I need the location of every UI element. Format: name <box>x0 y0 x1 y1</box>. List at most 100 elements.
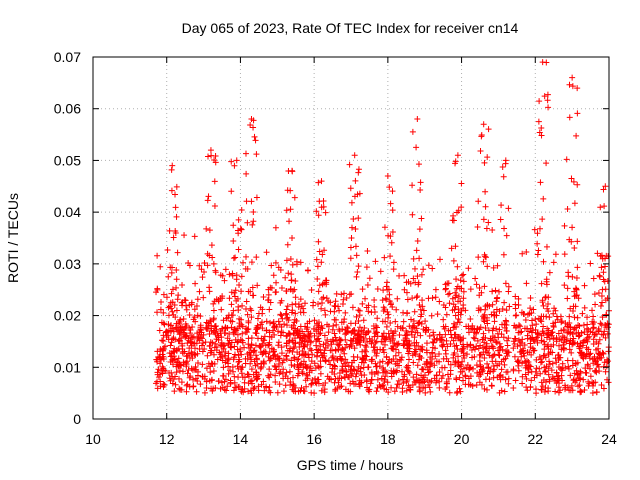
data-point <box>566 114 573 121</box>
data-point <box>428 377 435 384</box>
data-point <box>231 351 238 358</box>
data-point <box>289 168 296 175</box>
data-point <box>296 362 303 369</box>
data-point <box>433 372 440 379</box>
data-point <box>287 206 294 213</box>
data-point <box>524 311 531 318</box>
data-point <box>247 387 254 394</box>
data-point <box>245 318 252 325</box>
data-point <box>552 355 559 362</box>
data-point <box>208 327 215 334</box>
data-point <box>313 208 320 215</box>
data-point <box>445 375 452 382</box>
data-point <box>390 346 397 353</box>
data-point <box>321 347 328 354</box>
data-point <box>457 298 464 305</box>
data-point <box>415 342 422 349</box>
data-point <box>318 178 325 185</box>
data-point <box>484 314 491 321</box>
data-point <box>377 383 384 390</box>
data-point <box>524 387 531 394</box>
data-point <box>455 293 462 300</box>
data-point <box>292 384 299 391</box>
data-point <box>410 255 417 262</box>
data-point <box>453 209 460 216</box>
data-point <box>418 320 425 327</box>
data-point <box>586 380 593 387</box>
data-point <box>462 372 469 379</box>
data-point <box>604 277 611 284</box>
data-point <box>192 363 199 370</box>
data-point <box>281 321 288 328</box>
data-point <box>349 378 356 385</box>
data-point <box>503 307 510 314</box>
data-point <box>332 347 339 354</box>
data-point <box>460 288 467 295</box>
data-point <box>383 334 390 341</box>
data-point <box>417 306 424 313</box>
data-point <box>161 321 168 328</box>
data-point <box>184 358 191 365</box>
data-point <box>245 388 252 395</box>
data-point <box>496 360 503 367</box>
data-point <box>473 281 480 288</box>
data-point <box>552 307 559 314</box>
data-point <box>545 104 552 111</box>
data-point <box>413 339 420 346</box>
data-point <box>266 366 273 373</box>
data-point <box>605 253 612 260</box>
data-point <box>409 322 416 329</box>
data-point <box>307 345 314 352</box>
data-point <box>344 359 351 366</box>
data-point <box>580 322 587 329</box>
data-point <box>327 347 334 354</box>
data-point <box>483 344 490 351</box>
data-point <box>436 358 443 365</box>
data-point <box>235 365 242 372</box>
data-point <box>250 117 257 124</box>
data-point <box>394 341 401 348</box>
data-point <box>570 377 577 384</box>
data-point <box>306 333 313 340</box>
data-point <box>584 314 591 321</box>
data-point <box>252 369 259 376</box>
data-point <box>245 325 252 332</box>
data-point <box>569 387 576 394</box>
data-point <box>168 166 175 173</box>
data-point <box>196 262 203 269</box>
x-axis-ticks: 10 12 14 16 18 20 22 24 <box>85 57 617 447</box>
data-point <box>193 340 200 347</box>
data-point <box>333 290 340 297</box>
data-point <box>374 376 381 383</box>
data-point <box>500 356 507 363</box>
data-point <box>256 343 263 350</box>
data-point <box>601 359 608 366</box>
data-point <box>590 313 597 320</box>
data-point <box>247 288 254 295</box>
data-point <box>304 267 311 274</box>
data-point <box>203 365 210 372</box>
data-point <box>349 304 356 311</box>
data-point <box>395 349 402 356</box>
data-point <box>252 342 259 349</box>
data-point <box>489 301 496 308</box>
data-point <box>218 379 225 386</box>
data-point <box>527 294 534 301</box>
data-point <box>518 309 525 316</box>
data-point <box>194 368 201 375</box>
data-point <box>542 294 549 301</box>
data-point <box>289 339 296 346</box>
data-point <box>356 339 363 346</box>
data-point <box>396 362 403 369</box>
data-point <box>572 303 579 310</box>
data-point <box>537 370 544 377</box>
data-point <box>597 204 604 211</box>
data-point <box>282 274 289 281</box>
data-point <box>383 353 390 360</box>
data-point <box>288 277 295 284</box>
data-point <box>253 194 260 201</box>
data-point <box>558 346 565 353</box>
data-point <box>289 386 296 393</box>
data-point <box>307 339 314 346</box>
data-point <box>166 227 173 234</box>
